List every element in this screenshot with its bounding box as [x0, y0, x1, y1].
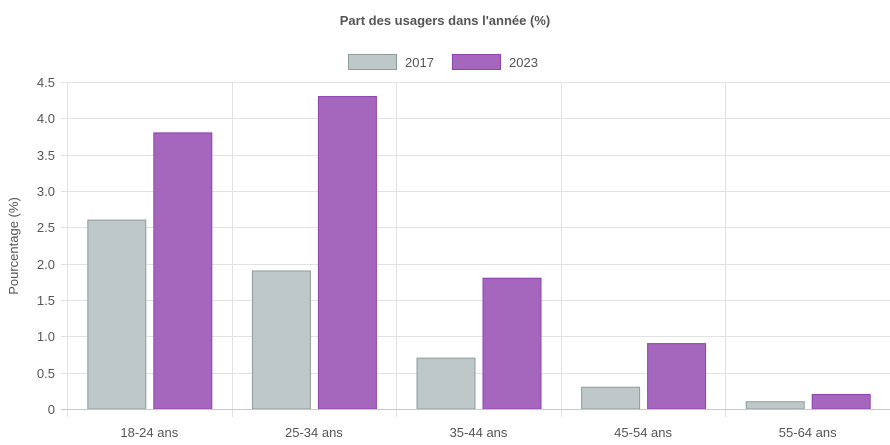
- bar-2017-18-24-ans[interactable]: [87, 219, 147, 410]
- bar-2017-55-64-ans[interactable]: [745, 401, 805, 410]
- x-tick-label: 35-44 ans: [450, 425, 508, 440]
- x-tick-label: 25-34 ans: [285, 425, 343, 440]
- x-tick-label: 18-24 ans: [120, 425, 178, 440]
- legend-item-2017[interactable]: 2017: [348, 54, 434, 71]
- bar-2023-55-64-ans[interactable]: [811, 393, 871, 410]
- y-tick-label: 0.5: [37, 366, 55, 381]
- legend-label: 2023: [509, 55, 538, 70]
- y-tick-label: 0: [48, 402, 55, 417]
- y-axis-label: Pourcentage (%): [6, 197, 21, 295]
- bars: [87, 96, 871, 410]
- axes: 0 0.5 1.0 1.5 2.0 2.5 3.0 3.5 4.0 4.5 18-24 ans 25-…: [37, 75, 890, 440]
- bar-2023-18-24-ans[interactable]: [153, 132, 213, 410]
- y-tick-label: 3.0: [37, 184, 55, 199]
- y-tick-label: 1.0: [37, 329, 55, 344]
- y-tick-label: 2.0: [37, 257, 55, 272]
- legend[interactable]: 2017 2023: [348, 54, 538, 71]
- legend-swatch: [348, 54, 397, 70]
- bar-2017-35-44-ans[interactable]: [416, 357, 476, 410]
- bar-2023-25-34-ans[interactable]: [317, 96, 377, 410]
- x-tick-label: 55-64 ans: [779, 425, 837, 440]
- bar-2017-25-34-ans[interactable]: [251, 270, 311, 410]
- y-tick-label: 3.5: [37, 148, 55, 163]
- bar-2023-35-44-ans[interactable]: [482, 277, 542, 410]
- chart-title: Part des usagers dans l'année (%): [340, 13, 550, 28]
- legend-item-2023[interactable]: 2023: [452, 54, 538, 71]
- bar-2017-45-54-ans[interactable]: [581, 386, 641, 410]
- y-tick-label: 2.5: [37, 220, 55, 235]
- legend-swatch: [452, 54, 501, 70]
- legend-label: 2017: [405, 55, 434, 70]
- bar-2023-45-54-ans[interactable]: [647, 343, 707, 410]
- x-tick-label: 45-54 ans: [614, 425, 672, 440]
- y-tick-label: 1.5: [37, 293, 55, 308]
- y-tick-label: 4.5: [37, 75, 55, 90]
- y-tick-label: 4.0: [37, 111, 55, 126]
